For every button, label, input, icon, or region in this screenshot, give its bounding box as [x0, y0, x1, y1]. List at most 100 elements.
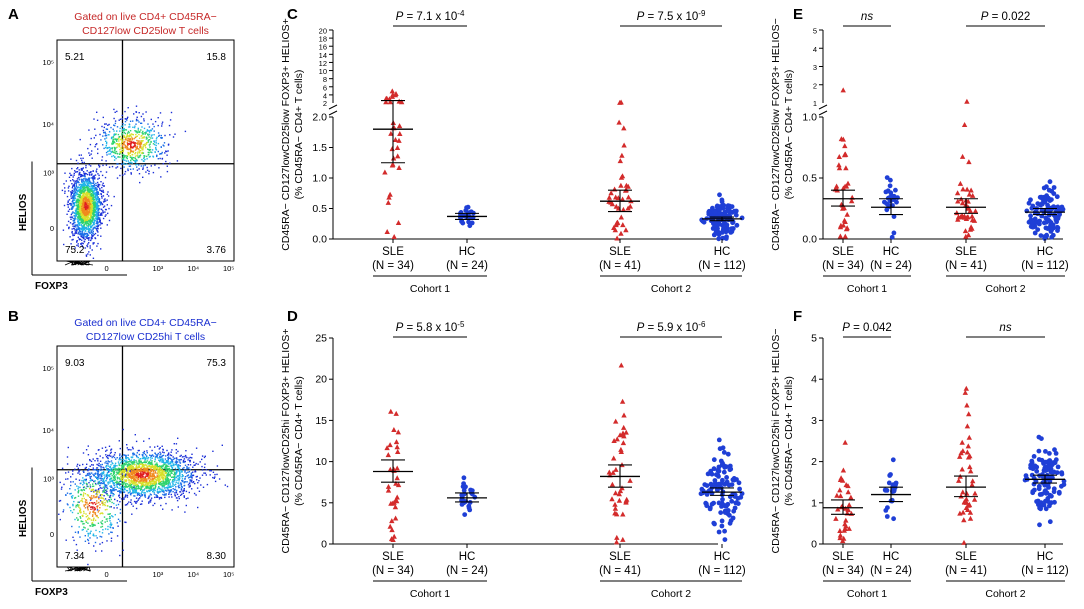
- y-axis-title: (% CD45RA− CD4+ T cells): [293, 376, 305, 506]
- data-point: [609, 481, 616, 487]
- axis-break: [818, 104, 828, 110]
- data-point: [386, 194, 392, 200]
- data-point: [392, 504, 399, 510]
- y-axis-title: CD45RA− CD127lowCD25hi FOXP3+ HELIOS+: [280, 329, 292, 554]
- data-point: [385, 199, 391, 205]
- group-n-label: (N = 112): [1021, 260, 1069, 272]
- data-point: [389, 162, 396, 168]
- data-point: [957, 510, 963, 516]
- data-point: [1028, 213, 1033, 219]
- data-point: [838, 222, 844, 228]
- data-point: [1059, 471, 1065, 477]
- panel-label: B: [8, 308, 19, 325]
- data-point: [393, 410, 399, 416]
- group-label: HC: [459, 246, 476, 258]
- data-point: [700, 218, 706, 224]
- y-tick-label: 2: [323, 99, 327, 108]
- data-point: [845, 483, 851, 489]
- data-point: [842, 521, 848, 527]
- data-point: [1047, 519, 1053, 525]
- data-point: [733, 212, 739, 218]
- group-label: SLE: [382, 551, 404, 563]
- y-tick-label: 0.5: [312, 203, 327, 215]
- y-tick-label: 6: [323, 83, 327, 92]
- data-point: [1047, 464, 1052, 469]
- x-tick-label: 10⁵: [223, 570, 234, 579]
- plot-frame: [56, 39, 235, 262]
- y-tick-label: 5: [811, 333, 817, 345]
- data-point: [891, 214, 897, 220]
- data-point: [722, 528, 727, 534]
- data-point: [614, 436, 620, 442]
- density-dots: [61, 105, 187, 259]
- data-point: [964, 449, 971, 455]
- data-point: [737, 486, 742, 492]
- data-point: [711, 466, 717, 472]
- data-point: [833, 515, 839, 521]
- data-point: [461, 500, 467, 506]
- group-n-label: (N = 34): [822, 260, 864, 272]
- data-point: [616, 497, 623, 503]
- data-point: [620, 511, 626, 517]
- data-point: [1036, 448, 1042, 454]
- data-point: [1044, 232, 1049, 238]
- y-tick-label: 10⁵: [43, 58, 54, 67]
- y-tick-label: 4: [323, 91, 327, 100]
- data-point: [960, 509, 966, 515]
- data-point: [1038, 500, 1044, 506]
- data-point: [843, 165, 849, 171]
- x-axis-name: FOXP3: [35, 587, 68, 598]
- y-tick-label: 25: [315, 333, 327, 345]
- y-tick-label: 0: [50, 530, 54, 539]
- data-point: [1055, 464, 1061, 470]
- data-point: [846, 502, 852, 508]
- data-point: [961, 213, 968, 219]
- group-sle-3: [606, 362, 633, 545]
- data-point: [725, 208, 730, 214]
- data-point: [627, 477, 633, 483]
- group-n-label: (N = 34): [822, 565, 864, 577]
- data-point: [970, 478, 976, 484]
- data-point: [606, 469, 612, 475]
- rug-mark: [77, 260, 86, 266]
- y-tick-label: 0.5: [802, 173, 817, 185]
- data-point: [613, 418, 619, 424]
- data-point: [1036, 486, 1042, 492]
- group-hc-4: [1022, 434, 1067, 528]
- data-point: [1038, 233, 1044, 239]
- y-tick-label: 12: [319, 59, 327, 68]
- data-point: [394, 465, 400, 471]
- data-point: [959, 466, 965, 472]
- flow-panel-B: B Gated on live CD4+ CD45RA− CD127low CD25…: [8, 308, 235, 598]
- data-point: [389, 518, 395, 524]
- data-point: [964, 186, 970, 192]
- data-point: [959, 200, 966, 206]
- data-point: [716, 482, 721, 488]
- data-point: [461, 475, 467, 481]
- data-point: [391, 427, 397, 432]
- data-point: [843, 517, 849, 523]
- data-point: [734, 222, 740, 228]
- data-point: [883, 508, 889, 513]
- y-axis-title: (% CD45RA− CD4+ T cells): [293, 70, 305, 200]
- data-point: [714, 203, 720, 209]
- group-n-label: (N = 24): [446, 565, 488, 577]
- data-point: [729, 498, 735, 504]
- data-point: [957, 180, 964, 186]
- data-point: [397, 131, 403, 136]
- data-point: [966, 434, 972, 440]
- quadrant-value: 15.8: [207, 52, 227, 63]
- data-point: [730, 515, 736, 521]
- group-n-label: (N = 112): [1021, 565, 1069, 577]
- flow-panel-A: A Gated on live CD4+ CD45RA− CD127low CD25…: [8, 6, 235, 292]
- data-point: [614, 235, 620, 241]
- data-point: [845, 507, 851, 512]
- data-point: [716, 236, 722, 242]
- data-point: [618, 230, 624, 236]
- panel-label: D: [287, 308, 298, 325]
- data-point: [1031, 475, 1037, 481]
- data-point: [842, 439, 848, 445]
- y-tick-label: 10: [319, 67, 327, 76]
- data-point: [389, 527, 395, 533]
- data-point: [845, 489, 851, 495]
